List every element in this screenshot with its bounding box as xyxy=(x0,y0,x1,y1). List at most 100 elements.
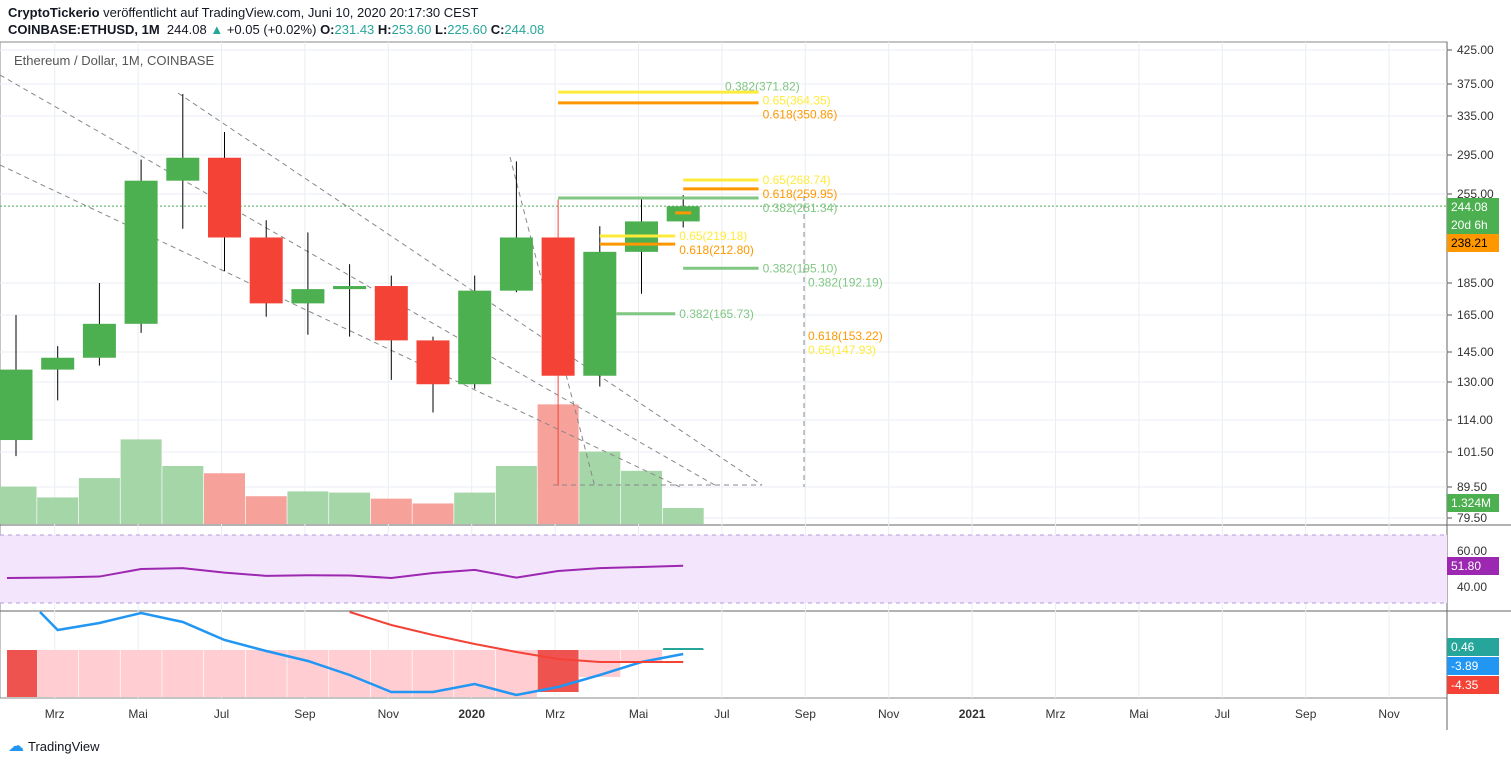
time-label: Sep xyxy=(294,707,316,721)
price-tick-label: 295.00 xyxy=(1457,148,1494,162)
fib-level-label: 0.382(192.19) xyxy=(808,275,883,289)
rsi-value-tag: 51.80 xyxy=(1451,559,1481,573)
macd-line xyxy=(39,611,684,697)
price-tick-label: 375.00 xyxy=(1457,77,1494,91)
fib-level-label: 0.618(212.80) xyxy=(679,243,754,257)
signal-value-tag-bg xyxy=(1447,676,1499,694)
close-label: C: xyxy=(490,22,505,37)
fib-level-label: 0.382(251.34) xyxy=(763,201,838,215)
time-label: 2020 xyxy=(458,707,485,721)
price-tick-label: 101.50 xyxy=(1457,445,1494,459)
volume-bar xyxy=(495,465,537,524)
signal-value-tag: -4.35 xyxy=(1451,678,1479,692)
candle-body xyxy=(82,323,116,358)
fib-level-label: 0.618(153.22) xyxy=(808,329,883,343)
publish-info: CryptoTickerio veröffentlicht auf Tradin… xyxy=(8,5,478,20)
macd-hist-tag: 0.46 xyxy=(1451,640,1475,654)
price-line-tag: 238.21 xyxy=(1451,236,1488,250)
macd-value-tag: -3.89 xyxy=(1451,659,1479,673)
price-tick-label: 130.00 xyxy=(1457,375,1494,389)
time-label: Nov xyxy=(1378,707,1399,721)
fib-level-label: 0.382(195.10) xyxy=(763,261,838,275)
candle-body xyxy=(249,237,283,304)
fib-level-label: 0.65(219.18) xyxy=(679,229,747,243)
macd-histogram-bar xyxy=(78,650,120,697)
candle-body xyxy=(0,369,33,441)
price-tick-label: 114.00 xyxy=(1457,413,1493,427)
high-value: 253.60 xyxy=(391,22,432,37)
volume-bar xyxy=(120,439,162,524)
candle-body xyxy=(416,340,450,385)
volume-bar xyxy=(621,470,662,524)
volume-bar xyxy=(0,486,37,524)
candle-body xyxy=(124,180,158,324)
candle-body xyxy=(166,157,200,181)
macd-histogram-bar xyxy=(245,650,287,697)
volume-bar xyxy=(78,478,120,524)
volume-tag-bg xyxy=(1447,494,1499,512)
rsi-tick-label: 40.00 xyxy=(1457,580,1487,594)
volume-bar xyxy=(245,496,287,524)
time-label: Nov xyxy=(378,707,399,721)
macd-histogram-bar xyxy=(454,650,496,697)
time-label: Mrz xyxy=(45,707,65,721)
price-tick-label: 79.50 xyxy=(1457,511,1487,525)
time-label: Nov xyxy=(878,707,899,721)
price-tick-label: 335.00 xyxy=(1457,109,1494,123)
fib-level-label: 0.618(259.95) xyxy=(763,187,838,201)
rsi-value-tag-bg xyxy=(1447,557,1499,575)
time-label: Mrz xyxy=(1046,707,1066,721)
brand-label: TradingView xyxy=(28,738,100,754)
price-line-tag-bg xyxy=(1447,234,1499,252)
candle-body xyxy=(291,289,325,304)
trend-line xyxy=(509,156,596,488)
open-value: 231.43 xyxy=(334,22,375,37)
rsi-band xyxy=(0,535,1447,603)
macd-histogram-bar xyxy=(329,650,371,697)
chart-legend: Ethereum / Dollar, 1M, COINBASE xyxy=(14,53,215,68)
high-label: H: xyxy=(377,22,392,37)
macd-histogram-bar xyxy=(120,650,162,697)
price-tick-label: 165.00 xyxy=(1457,308,1494,322)
fib-level-label: 0.382(371.82) xyxy=(725,79,800,93)
time-label: Jul xyxy=(714,707,729,721)
fib-level-label: 0.382(165.73) xyxy=(679,307,754,321)
volume-bar xyxy=(412,503,454,524)
close-value: 244.08 xyxy=(504,22,545,37)
macd-histogram-bar xyxy=(204,650,245,697)
trend-line xyxy=(0,74,719,488)
volume-bar xyxy=(37,497,79,524)
volume-bar xyxy=(162,465,204,524)
last-price-tag: 244.08 xyxy=(1451,200,1488,214)
time-label: Jul xyxy=(1215,707,1230,721)
time-label: Mai xyxy=(629,707,648,721)
macd-histogram-bar xyxy=(37,650,79,697)
time-label: Mai xyxy=(1129,707,1148,721)
tradingview-cloud-icon: ☁ xyxy=(8,738,24,755)
volume-bar xyxy=(204,473,245,524)
price-tick-label: 145.00 xyxy=(1457,345,1494,359)
time-label: 2021 xyxy=(959,707,986,721)
candle-body xyxy=(333,286,367,290)
macd-histogram-bar xyxy=(495,650,537,697)
rsi-line xyxy=(6,564,684,580)
volume-bar xyxy=(329,492,371,524)
volume-bar xyxy=(579,451,621,524)
volume-tag: 1.324M xyxy=(1451,496,1491,510)
chart-canvas[interactable]: 425.00 375.00 335.00 295.00 255.00 185.00 165.… xyxy=(0,0,1511,730)
published-text: veröffentlicht auf TradingView.com, Juni… xyxy=(103,5,479,20)
price-tick-label: 89.50 xyxy=(1457,480,1487,494)
up-arrow-icon: ▲ xyxy=(210,22,224,37)
macd-histogram-bar xyxy=(162,650,204,697)
trend-line xyxy=(177,92,763,486)
fib-level-label: 0.65(147.93) xyxy=(808,343,876,357)
low-label: L: xyxy=(435,22,448,37)
fib-level-label: 0.65(364.35) xyxy=(763,93,831,107)
macd-histogram-bar xyxy=(370,650,412,697)
symbol: COINBASE:ETHUSD, 1M xyxy=(8,22,160,37)
author[interactable]: CryptoTickerio xyxy=(8,5,100,20)
tradingview-logo[interactable]: ☁ TradingView xyxy=(8,736,100,756)
macd-histogram-bar xyxy=(7,650,37,697)
price-tick-label: 425.00 xyxy=(1457,43,1494,57)
time-label: Jul xyxy=(214,707,229,721)
